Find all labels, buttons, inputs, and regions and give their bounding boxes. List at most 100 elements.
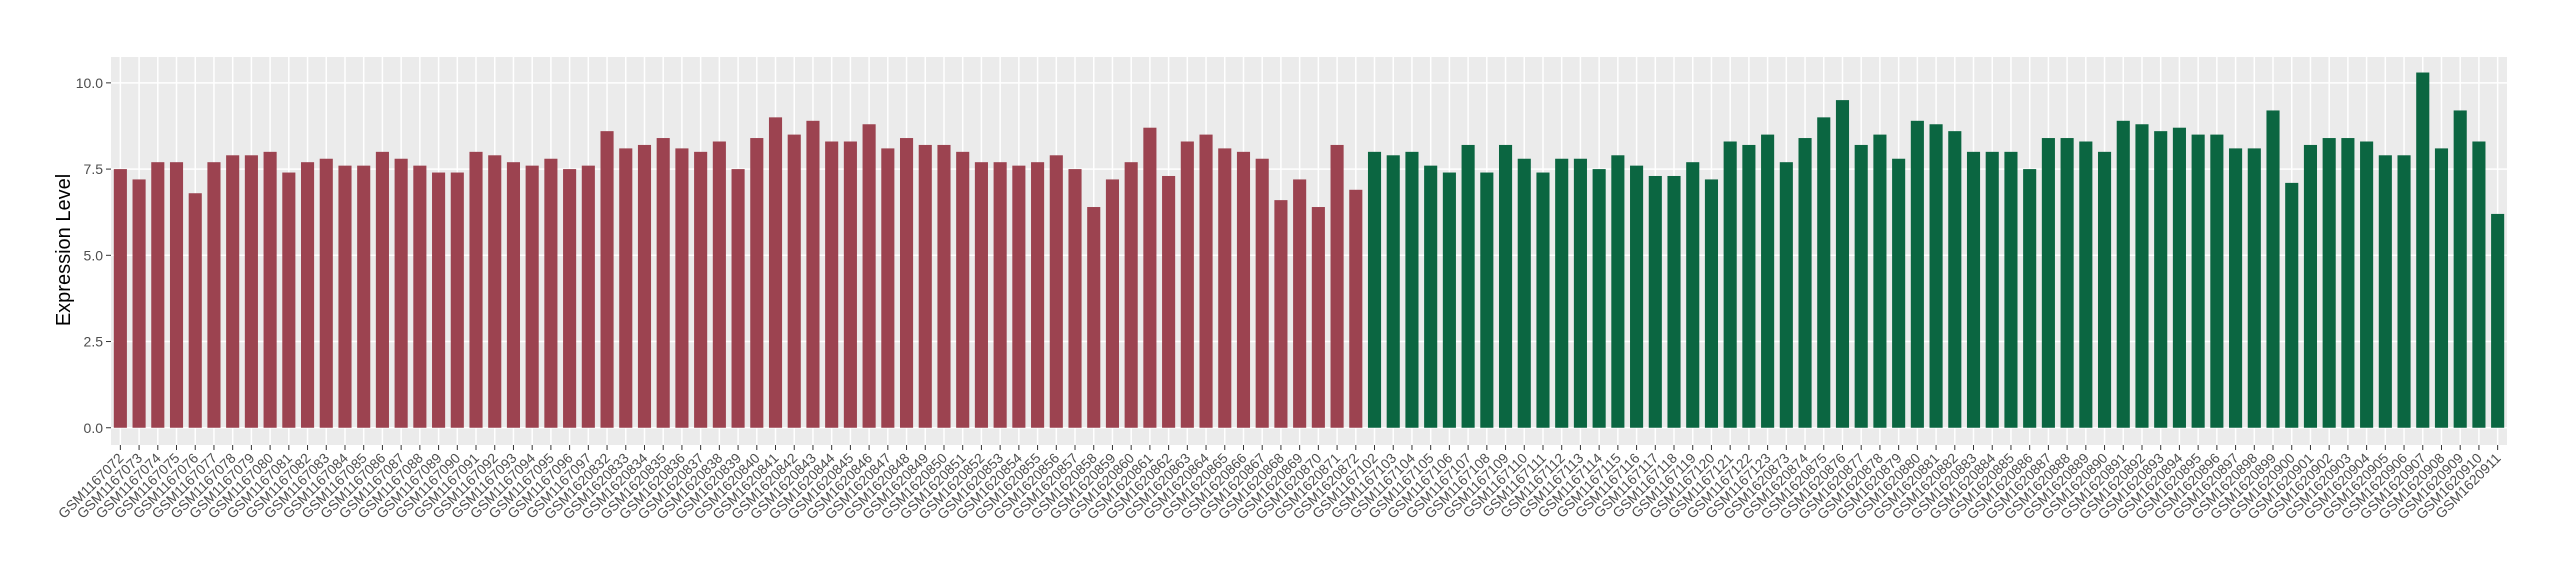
bar <box>1910 120 1924 428</box>
bar <box>1367 151 1382 428</box>
bar <box>1386 155 1400 428</box>
bar <box>2116 120 2130 428</box>
bar <box>1218 148 1232 428</box>
bar <box>1517 158 1531 428</box>
bar <box>1049 155 1063 428</box>
bar <box>282 172 296 428</box>
bar <box>1424 165 1438 428</box>
bar <box>2079 141 2093 428</box>
bar <box>2060 138 2074 428</box>
bar <box>581 165 595 428</box>
bar <box>600 131 614 428</box>
bar <box>2023 169 2037 428</box>
bar <box>1835 100 1850 428</box>
bar <box>694 151 708 428</box>
y-tick-label: 7.5 <box>84 161 104 177</box>
bar <box>731 169 745 428</box>
bar <box>2472 141 2486 428</box>
bar <box>2191 134 2205 428</box>
bar <box>2266 110 2280 428</box>
bar <box>1124 162 1138 428</box>
bar <box>1817 117 1831 428</box>
bar <box>1761 134 1775 428</box>
bar <box>1349 189 1363 428</box>
bar <box>2434 148 2449 428</box>
bar <box>1293 179 1307 428</box>
bar <box>226 155 240 428</box>
bar <box>151 162 165 428</box>
bar <box>1779 162 1793 428</box>
bar <box>1012 165 1026 428</box>
bar <box>1480 172 1494 428</box>
bar <box>1555 158 1569 428</box>
bar <box>1442 172 1456 428</box>
bar <box>1330 144 1344 428</box>
bar <box>1162 175 1176 428</box>
y-tick-label: 5.0 <box>84 247 104 263</box>
bar <box>993 162 1007 428</box>
bar <box>2416 72 2430 428</box>
bar <box>1031 162 1045 428</box>
bar <box>843 141 857 428</box>
bar <box>712 141 726 428</box>
bar <box>1573 158 1587 428</box>
bar <box>2378 155 2392 428</box>
bar <box>469 151 483 428</box>
bar <box>2360 141 2374 428</box>
bar <box>1630 165 1644 428</box>
bar <box>1892 158 1906 428</box>
bar <box>300 162 315 428</box>
bar <box>1536 172 1550 428</box>
bar <box>1405 151 1419 428</box>
bar <box>1274 200 1288 428</box>
bar <box>169 162 184 428</box>
bar <box>1180 141 1194 428</box>
bar <box>1929 124 1943 428</box>
bar <box>656 138 670 428</box>
bar <box>244 155 258 428</box>
bar <box>2135 124 2149 428</box>
bar <box>563 169 577 428</box>
bar <box>956 151 970 428</box>
bar <box>1854 144 1868 428</box>
bar <box>619 148 633 428</box>
bar <box>1068 169 1082 428</box>
bar <box>1498 144 1513 428</box>
bar <box>1966 151 1981 428</box>
bar <box>2453 110 2467 428</box>
bar <box>2491 213 2505 428</box>
bar <box>263 151 277 428</box>
bar <box>2041 138 2055 428</box>
bar <box>1648 175 1662 428</box>
bar <box>768 117 783 428</box>
bar <box>413 165 427 428</box>
bar <box>1667 175 1681 428</box>
bar <box>188 193 202 428</box>
bar <box>1704 179 1719 428</box>
bar <box>675 148 689 428</box>
bar <box>488 155 502 428</box>
bar <box>1087 207 1101 428</box>
bar <box>357 165 371 428</box>
bar <box>544 158 558 428</box>
bar <box>637 144 652 428</box>
bar <box>750 138 764 428</box>
bar <box>1199 134 1213 428</box>
bar <box>1592 169 1606 428</box>
bar <box>207 162 221 428</box>
bar <box>2210 134 2224 428</box>
bar <box>450 172 464 428</box>
bar <box>2322 138 2336 428</box>
bar <box>1236 151 1251 428</box>
bar <box>375 151 389 428</box>
bar <box>319 158 333 428</box>
y-tick-label: 10.0 <box>76 75 103 91</box>
bar <box>1873 134 1887 428</box>
bar <box>1985 151 1999 428</box>
bar <box>525 165 539 428</box>
bar <box>2004 151 2018 428</box>
bar <box>1742 144 1756 428</box>
bar <box>918 144 932 428</box>
bar <box>881 148 895 428</box>
